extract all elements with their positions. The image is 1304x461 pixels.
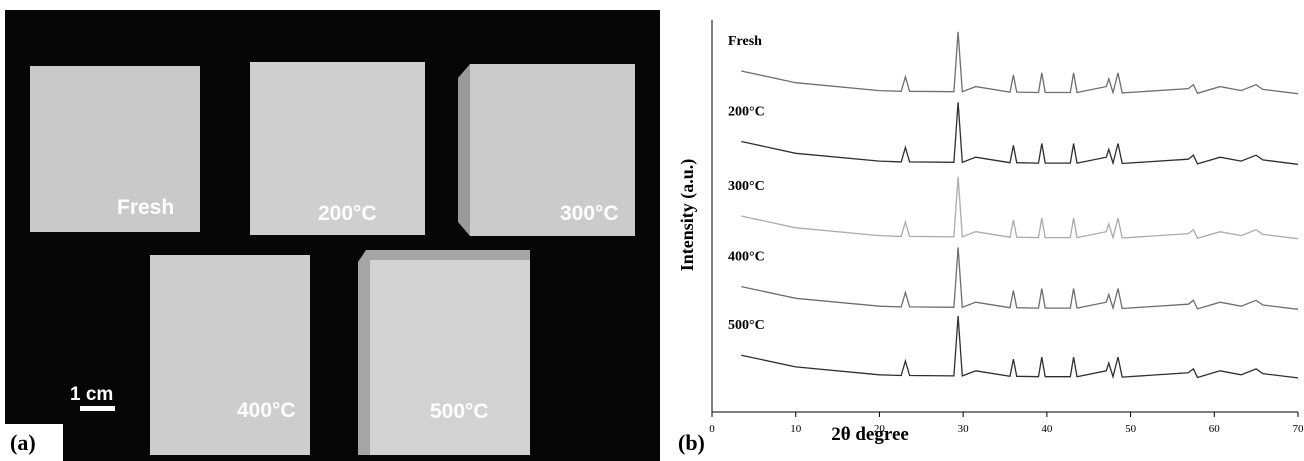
scale-bar bbox=[80, 406, 115, 411]
series-label: 500°C bbox=[728, 318, 765, 333]
panel-label: (b) bbox=[678, 430, 705, 455]
series-label: 300°C bbox=[728, 179, 765, 194]
x-tick-label: 0 bbox=[709, 423, 715, 435]
sample-label: Fresh bbox=[117, 196, 174, 219]
sample-label: 200°C bbox=[318, 202, 377, 225]
xrd-trace bbox=[741, 102, 1298, 164]
sample-label: 500°C bbox=[430, 400, 489, 423]
x-tick-label: 60 bbox=[1209, 423, 1221, 435]
xrd-trace bbox=[741, 177, 1298, 239]
x-tick-label: 70 bbox=[1293, 423, 1304, 435]
scale-bar-label: 1 cm bbox=[70, 384, 113, 405]
x-tick-label: 20 bbox=[874, 423, 886, 435]
series-label: 200°C bbox=[728, 105, 765, 120]
cube bbox=[150, 255, 310, 455]
y-axis-label: Intensity (a.u.) bbox=[677, 159, 698, 272]
x-tick-label: 40 bbox=[1041, 423, 1053, 435]
series-label: Fresh bbox=[728, 34, 762, 49]
sample-label: 400°C bbox=[237, 399, 296, 422]
x-tick-label: 50 bbox=[1125, 423, 1137, 435]
panel-label: (a) bbox=[10, 430, 36, 455]
xrd-trace bbox=[741, 247, 1298, 309]
x-tick-label: 10 bbox=[790, 423, 802, 435]
cube bbox=[30, 66, 200, 232]
sample-label: 300°C bbox=[560, 202, 619, 225]
page: Fresh 200°C 300°C 400°C 500°C 1 cm (a) (… bbox=[0, 0, 1304, 461]
figure: Fresh 200°C 300°C 400°C 500°C 1 cm (a) (… bbox=[0, 0, 1304, 461]
x-tick-label: 30 bbox=[958, 423, 970, 435]
x-axis-label: 2θ degree bbox=[831, 424, 909, 445]
series-label: 400°C bbox=[728, 250, 765, 265]
xrd-trace bbox=[741, 316, 1298, 378]
cube bbox=[370, 260, 530, 455]
xrd-trace bbox=[741, 32, 1298, 94]
